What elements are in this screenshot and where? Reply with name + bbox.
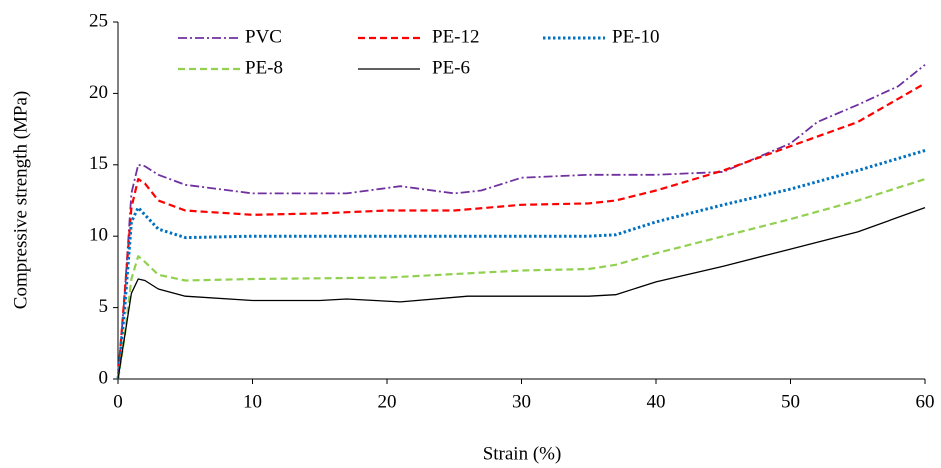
legend-label: PE-12: [432, 26, 480, 47]
y-tick-label: 0: [99, 367, 109, 388]
x-tick-label: 50: [781, 391, 800, 412]
legend-label: PE-8: [245, 57, 283, 78]
y-tick-label: 15: [89, 153, 108, 174]
x-axis-label: Strain (%): [483, 443, 562, 464]
y-tick-label: 25: [89, 10, 108, 31]
legend-label: PVC: [245, 26, 282, 47]
x-tick-label: 10: [243, 391, 262, 412]
series-line: [116, 82, 926, 380]
legend-label: PE-10: [612, 26, 660, 47]
series-line: [117, 64, 926, 380]
series-line: [116, 149, 926, 380]
x-tick-label: 20: [378, 391, 397, 412]
legend-label: PE-6: [432, 57, 470, 78]
y-tick-label: 5: [99, 296, 109, 317]
y-axis-label: Compressive strength (MPa): [10, 91, 31, 309]
x-tick-label: 40: [647, 391, 666, 412]
x-tick-label: 30: [512, 391, 531, 412]
y-tick-label: 10: [89, 225, 108, 246]
x-tick-label: 60: [916, 391, 935, 412]
y-tick-label: 20: [89, 82, 108, 103]
series-line: [116, 178, 926, 380]
x-tick-label: 0: [113, 391, 123, 412]
series-line: [117, 206, 926, 380]
